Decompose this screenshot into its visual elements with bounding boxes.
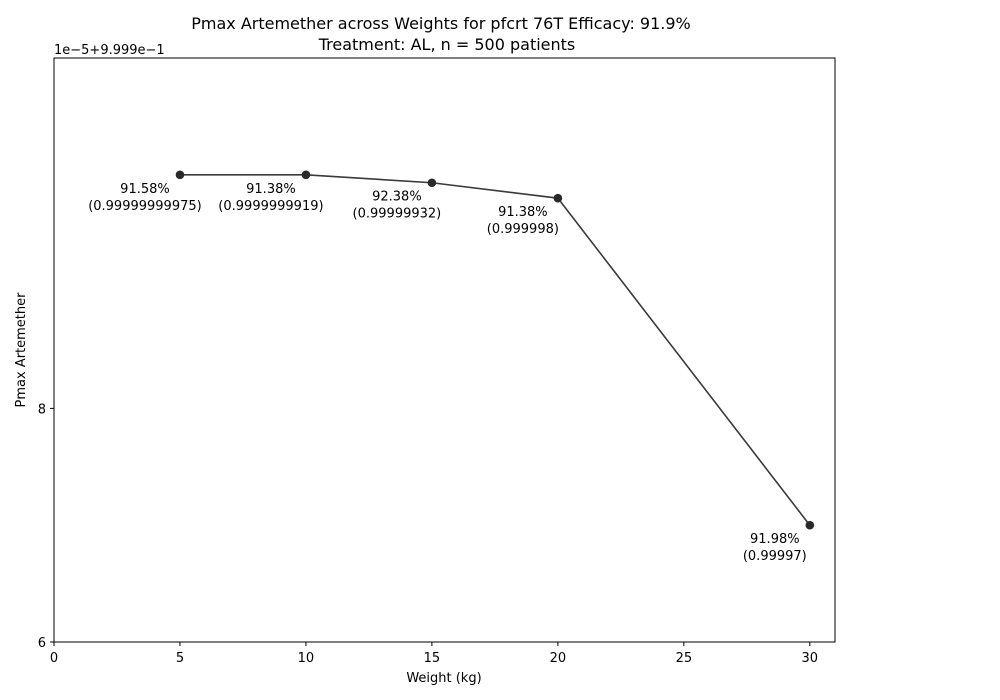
point-label-value: (0.9999999919) xyxy=(218,199,323,214)
x-tick-label: 5 xyxy=(176,651,184,666)
series-point xyxy=(805,520,815,530)
x-tick-label: 25 xyxy=(676,651,693,666)
x-axis-ticks: 0 5 10 15 20 25 30 xyxy=(50,642,818,666)
plot-frame xyxy=(53,57,836,643)
series-point xyxy=(553,193,563,203)
point-label-percent: 91.58% xyxy=(120,182,170,197)
series-points xyxy=(175,170,815,530)
point-label-percent: 92.38% xyxy=(372,190,422,205)
x-tick-label: 30 xyxy=(802,651,819,666)
point-label-percent: 91.38% xyxy=(246,182,296,197)
y-offset-label: 1e−5+9.999e−1 xyxy=(54,43,165,58)
x-tick-label: 10 xyxy=(298,651,315,666)
y-tick-label: 6 xyxy=(38,636,46,651)
y-axis-label: Pmax Artemether xyxy=(14,292,29,408)
series-point xyxy=(175,170,185,180)
chart-title-line2: Treatment: AL, n = 500 patients xyxy=(318,35,576,54)
series-point xyxy=(427,178,437,188)
y-tick-label: 8 xyxy=(38,402,46,417)
y-axis-ticks: 68 xyxy=(38,402,54,651)
point-label-value: (0.999998) xyxy=(487,222,559,237)
x-tick-label: 15 xyxy=(424,651,441,666)
x-axis-label: Weight (kg) xyxy=(406,671,481,686)
point-label-percent: 91.38% xyxy=(498,205,548,220)
point-label-percent: 91.98% xyxy=(750,532,800,547)
x-tick-label: 20 xyxy=(550,651,567,666)
series-point xyxy=(301,170,311,180)
point-label-value: (0.99999932) xyxy=(353,207,442,222)
series-labels: 91.58% (0.99999999975) 91.38% (0.9999999919… xyxy=(88,182,807,564)
chart-title-line1: Pmax Artemether across Weights for pfcrt… xyxy=(191,14,691,33)
x-tick-label: 0 xyxy=(50,651,58,666)
point-label-value: (0.99997) xyxy=(743,549,807,564)
point-label-value: (0.99999999975) xyxy=(88,199,202,214)
